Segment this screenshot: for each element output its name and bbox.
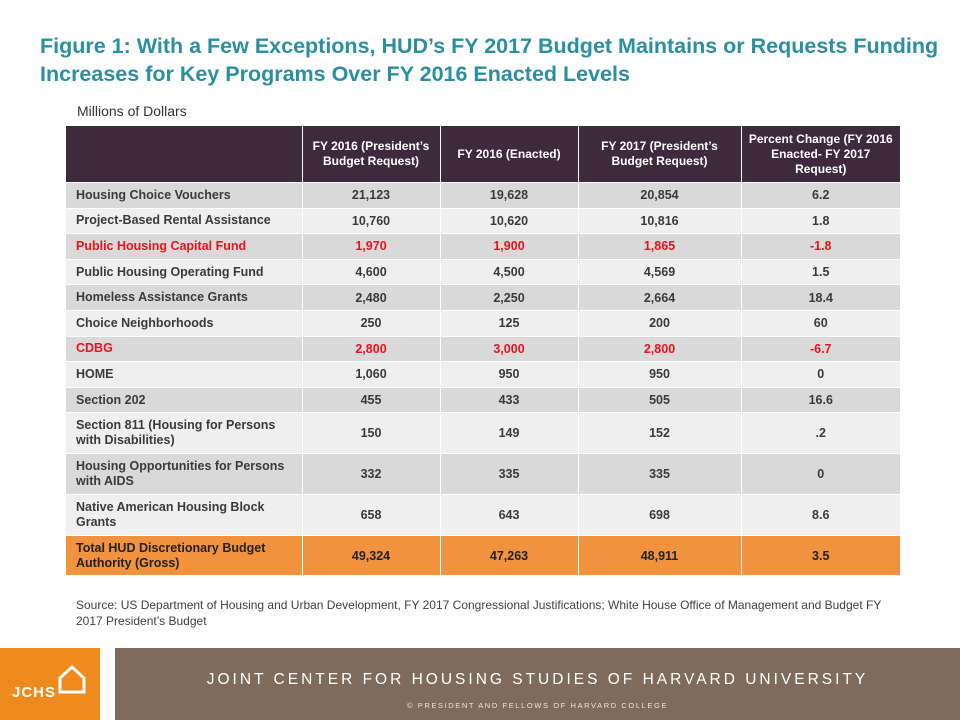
- table-row: Public Housing Capital Fund 1,970 1,900 1,8…: [66, 233, 900, 260]
- total-label: Total HUD Discretionary Budget Authority…: [66, 535, 303, 577]
- value-cell: 0: [741, 453, 900, 496]
- value-cell: 2,664: [578, 284, 742, 311]
- row-label: Public Housing Operating Fund: [66, 259, 303, 286]
- value-cell: 332: [302, 453, 441, 496]
- value-cell: 16.6: [741, 387, 900, 414]
- value-cell: 1,970: [302, 233, 441, 260]
- value-cell: 1.5: [741, 259, 900, 286]
- row-label: Housing Choice Vouchers: [66, 182, 303, 209]
- value-cell: 250: [302, 310, 441, 337]
- value-cell: 1,900: [440, 233, 579, 260]
- table-row: Housing Choice Vouchers 21,123 19,628 20,85…: [66, 182, 900, 209]
- value-cell: 3,000: [440, 336, 579, 363]
- header-cell: Percent Change (FY 2016 Enacted- FY 2017…: [741, 126, 900, 183]
- value-cell: 200: [578, 310, 742, 337]
- table-row: Homeless Assistance Grants 2,480 2,250 2,66…: [66, 284, 900, 311]
- value-cell: 125: [440, 310, 579, 337]
- units-label: Millions of Dollars: [77, 103, 187, 119]
- value-cell: 18.4: [741, 284, 900, 311]
- row-label: Public Housing Capital Fund: [66, 233, 303, 260]
- value-cell: -1.8: [741, 233, 900, 260]
- row-label: Housing Opportunities for Persons with A…: [66, 453, 303, 496]
- row-label: Section 811 (Housing for Persons with Di…: [66, 412, 303, 455]
- value-cell: 4,569: [578, 259, 742, 286]
- value-cell: 950: [440, 361, 579, 388]
- budget-table: FY 2016 (President’s Budget Request) FY …: [66, 126, 900, 577]
- table-row: CDBG 2,800 3,000 2,800 -6.7: [66, 336, 900, 363]
- value-cell: 505: [578, 387, 742, 414]
- value-cell: 2,800: [578, 336, 742, 363]
- row-label: Section 202: [66, 387, 303, 414]
- value-cell: 4,500: [440, 259, 579, 286]
- value-cell: 6.2: [741, 182, 900, 209]
- header-cell: FY 2017 (President’s Budget Request): [578, 126, 742, 183]
- header-cell: FY 2016 (President’s Budget Request): [302, 126, 441, 183]
- value-cell: 1,060: [302, 361, 441, 388]
- table-header-row: FY 2016 (President’s Budget Request) FY …: [66, 126, 900, 183]
- value-cell: 698: [578, 494, 742, 537]
- total-value-cell: 3.5: [741, 535, 900, 577]
- total-row: Total HUD Discretionary Budget Authority…: [66, 535, 900, 577]
- table-row: HOME 1,060 950 950 0: [66, 361, 900, 388]
- table-body: Housing Choice Vouchers 21,123 19,628 20,85…: [66, 182, 900, 577]
- row-label: Native American Housing Block Grants: [66, 494, 303, 537]
- value-cell: 335: [578, 453, 742, 496]
- value-cell: 2,250: [440, 284, 579, 311]
- value-cell: 950: [578, 361, 742, 388]
- total-value-cell: 49,324: [302, 535, 441, 577]
- total-value-cell: 48,911: [578, 535, 742, 577]
- total-value-cell: 47,263: [440, 535, 579, 577]
- value-cell: 8.6: [741, 494, 900, 537]
- value-cell: 2,800: [302, 336, 441, 363]
- table-row: Native American Housing Block Grants 658 6…: [66, 494, 900, 537]
- org-name: JOINT CENTER FOR HOUSING STUDIES OF HARV…: [206, 671, 869, 688]
- value-cell: 152: [578, 412, 742, 455]
- value-cell: 20,854: [578, 182, 742, 209]
- value-cell: 149: [440, 412, 579, 455]
- row-label: Project-Based Rental Assistance: [66, 208, 303, 235]
- value-cell: 10,760: [302, 208, 441, 235]
- row-label: Homeless Assistance Grants: [66, 284, 303, 311]
- table-row: Section 811 (Housing for Persons with Di…: [66, 412, 900, 455]
- table-row: Section 202 455 433 505 16.6: [66, 387, 900, 414]
- house-icon: [58, 664, 86, 694]
- table-row: Public Housing Operating Fund 4,600 4,500 4…: [66, 259, 900, 286]
- value-cell: 455: [302, 387, 441, 414]
- page-title: Figure 1: With a Few Exceptions, HUD’s F…: [40, 34, 939, 86]
- value-cell: 643: [440, 494, 579, 537]
- footer: JCHS JOINT CENTER FOR HOUSING STUDIES OF…: [0, 648, 960, 720]
- table-row: Choice Neighborhoods 250 125 200 60: [66, 310, 900, 337]
- value-cell: -6.7: [741, 336, 900, 363]
- value-cell: 0: [741, 361, 900, 388]
- value-cell: 4,600: [302, 259, 441, 286]
- value-cell: 433: [440, 387, 579, 414]
- logo-text: JCHS: [12, 684, 57, 701]
- row-label: HOME: [66, 361, 303, 388]
- header-cell: FY 2016 (Enacted): [440, 126, 579, 183]
- value-cell: .2: [741, 412, 900, 455]
- value-cell: 335: [440, 453, 579, 496]
- value-cell: 21,123: [302, 182, 441, 209]
- row-label: CDBG: [66, 336, 303, 363]
- value-cell: 60: [741, 310, 900, 337]
- value-cell: 658: [302, 494, 441, 537]
- value-cell: 1,865: [578, 233, 742, 260]
- value-cell: 150: [302, 412, 441, 455]
- row-label: Choice Neighborhoods: [66, 310, 303, 337]
- source-note: Source: US Department of Housing and Urb…: [76, 598, 882, 628]
- footer-band: JOINT CENTER FOR HOUSING STUDIES OF HARV…: [115, 648, 960, 720]
- value-cell: 10,816: [578, 208, 742, 235]
- value-cell: 10,620: [440, 208, 579, 235]
- table-row: Housing Opportunities for Persons with A…: [66, 453, 900, 496]
- value-cell: 1.8: [741, 208, 900, 235]
- value-cell: 19,628: [440, 182, 579, 209]
- copyright: © PRESIDENT AND FELLOWS OF HARVARD COLLE…: [406, 701, 669, 710]
- value-cell: 2,480: [302, 284, 441, 311]
- table-row: Project-Based Rental Assistance 10,760 10,…: [66, 208, 900, 235]
- jchs-logo: JCHS: [0, 648, 100, 720]
- header-cell: [66, 126, 303, 183]
